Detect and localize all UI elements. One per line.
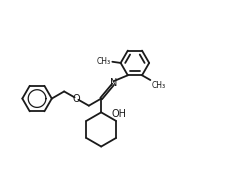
Text: CH₃: CH₃: [97, 57, 111, 66]
Text: OH: OH: [111, 108, 126, 119]
Text: N: N: [110, 78, 117, 88]
Text: CH₃: CH₃: [152, 81, 166, 90]
Text: O: O: [73, 93, 80, 104]
